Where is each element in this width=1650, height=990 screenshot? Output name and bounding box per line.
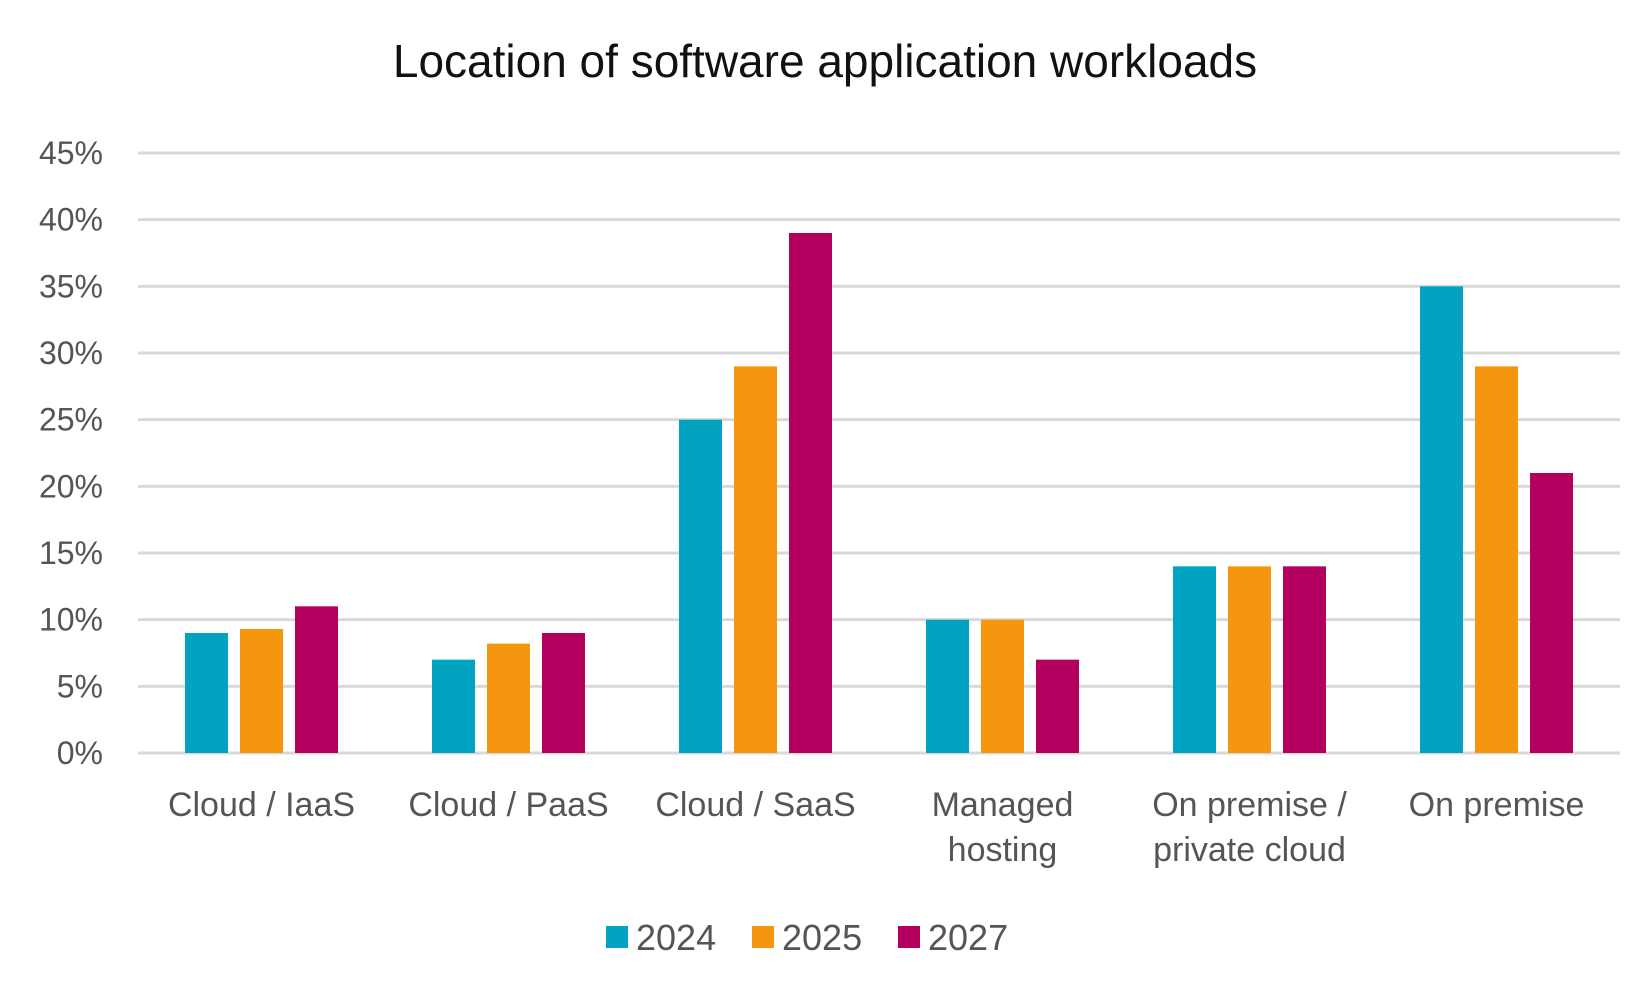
bar-2025 <box>487 643 530 753</box>
bar-2024 <box>1420 286 1463 753</box>
legend-label-2024: 2024 <box>636 917 716 958</box>
y-tick-label: 30% <box>39 335 103 371</box>
bar-2024 <box>1173 566 1216 753</box>
y-tick-label: 35% <box>39 268 103 304</box>
x-category-label: Cloud / SaaS <box>655 786 855 824</box>
x-category-label: hosting <box>948 831 1058 869</box>
y-tick-label: 15% <box>39 535 103 571</box>
bar-2025 <box>1228 566 1271 753</box>
chart-title: Location of software application workloa… <box>392 35 1258 87</box>
legend-label-2027: 2027 <box>928 917 1008 958</box>
y-tick-label: 45% <box>39 135 103 171</box>
legend-swatch-2027 <box>898 926 920 948</box>
x-category-label: Cloud / IaaS <box>168 786 355 824</box>
legend-label-2025: 2025 <box>782 917 862 958</box>
x-category-label: Cloud / PaaS <box>408 786 608 824</box>
bar-2024 <box>679 419 722 753</box>
bar-2027 <box>1036 659 1079 753</box>
x-category-label: Managed <box>932 786 1074 824</box>
y-tick-label: 10% <box>39 602 103 638</box>
bar-2024 <box>432 659 475 753</box>
bar-2027 <box>542 633 585 753</box>
bar-2025 <box>1475 366 1518 753</box>
bar-2027 <box>789 233 832 753</box>
bar-2025 <box>734 366 777 753</box>
bar-2024 <box>185 633 228 753</box>
x-category-label: private cloud <box>1153 831 1346 869</box>
y-tick-label: 5% <box>57 668 103 704</box>
y-tick-label: 0% <box>57 735 103 771</box>
bar-2027 <box>1283 566 1326 753</box>
bar-2027 <box>295 606 338 753</box>
legend-swatch-2024 <box>606 926 628 948</box>
x-category-label: On premise / <box>1152 786 1347 824</box>
bar-2025 <box>240 629 283 753</box>
x-category-label: On premise <box>1409 786 1585 824</box>
bar-2024 <box>926 619 969 753</box>
y-tick-label: 40% <box>39 202 103 238</box>
y-tick-label: 20% <box>39 468 103 504</box>
legend-swatch-2025 <box>752 926 774 948</box>
y-tick-label: 25% <box>39 402 103 438</box>
bar-2027 <box>1530 473 1573 753</box>
bar-2025 <box>981 619 1024 753</box>
